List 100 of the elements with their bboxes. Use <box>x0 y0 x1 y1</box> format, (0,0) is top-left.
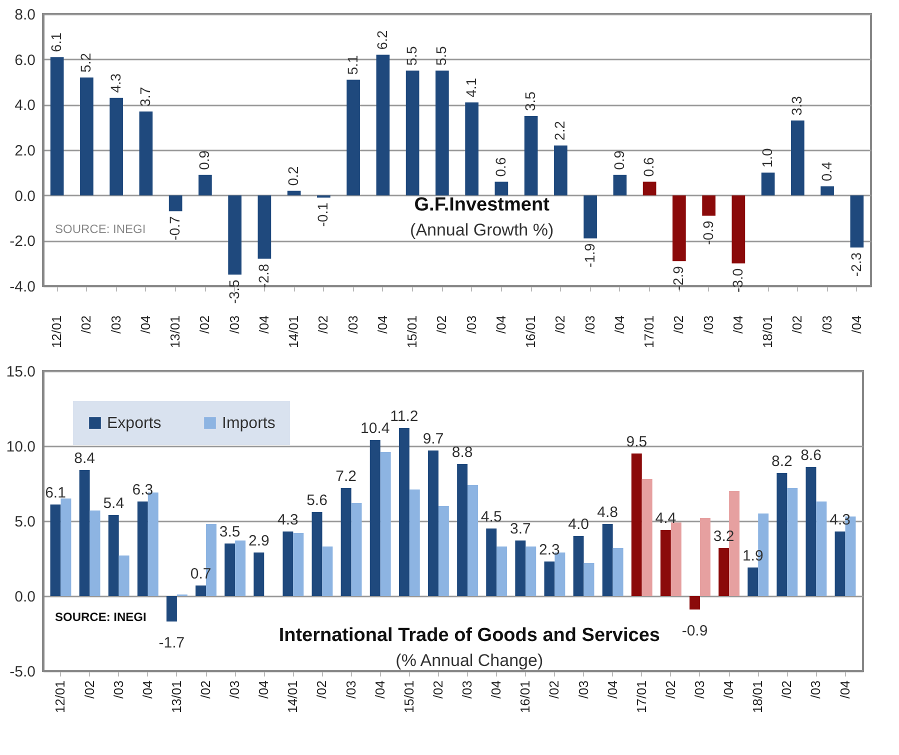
data-label: 11.2 <box>390 408 418 425</box>
bar <box>486 528 497 596</box>
data-label: 8.6 <box>800 447 822 464</box>
data-label: -2.9 <box>670 266 686 290</box>
x-tick-label: /04 <box>138 316 153 334</box>
x-tick-label: /04 <box>256 316 272 334</box>
bar <box>224 544 236 596</box>
data-label: -3.5 <box>226 279 242 304</box>
x-tick-label: 12/01 <box>49 316 64 348</box>
bar <box>850 195 864 248</box>
x-tick-label: /04 <box>256 680 272 699</box>
bar <box>457 464 468 596</box>
x-tick-label: /03 <box>343 680 358 699</box>
bar <box>791 120 804 196</box>
y-tick-label: 10.0 <box>6 438 36 456</box>
x-tick-label: /03 <box>576 680 591 699</box>
x-tick-label: 13/01 <box>168 680 184 714</box>
x-tick-label: 14/01 <box>286 316 302 348</box>
text: (% Annual Change) <box>396 651 544 670</box>
bar <box>806 467 816 596</box>
data-label: 5.5 <box>404 46 420 66</box>
data-label: 4.8 <box>597 504 618 521</box>
y-tick-label: -4.0 <box>10 278 36 296</box>
data-label: 3.2 <box>713 528 734 545</box>
x-tick-label: 17/01 <box>634 680 649 714</box>
bar <box>718 548 730 596</box>
data-label: 5.1 <box>344 55 360 75</box>
x-tick-label: /02 <box>78 316 94 334</box>
bar <box>494 182 508 196</box>
data-label: 0.4 <box>818 162 834 182</box>
bar <box>406 70 420 196</box>
data-label: -2.8 <box>255 264 272 288</box>
bar <box>282 532 294 596</box>
data-label: 0.6 <box>492 157 508 177</box>
x-tick-label: /02 <box>198 680 214 699</box>
bar <box>820 186 834 196</box>
data-label: 0.2 <box>285 166 302 186</box>
bar <box>398 428 410 596</box>
x-tick-label: /03 <box>345 316 360 334</box>
data-label: -1.9 <box>581 243 598 268</box>
data-label: 8.2 <box>772 453 792 470</box>
x-tick-label: /02 <box>671 316 686 334</box>
x-tick-label: /02 <box>790 316 805 334</box>
bar <box>90 510 100 596</box>
bar <box>660 530 671 596</box>
data-label: 4.3 <box>107 73 124 93</box>
x-tick-label: /02 <box>314 680 330 699</box>
data-label: 9.5 <box>626 434 648 450</box>
data-label: 9.7 <box>422 430 444 448</box>
bar <box>60 498 72 596</box>
x-tick-label: /02 <box>552 316 568 334</box>
text: G.F.Investment <box>414 194 550 216</box>
bar <box>118 556 130 596</box>
bar <box>139 111 153 196</box>
x-tick-label: /03 <box>108 316 124 334</box>
x-tick-label: /04 <box>604 680 620 699</box>
bar <box>515 540 526 596</box>
data-label: 6.1 <box>45 484 66 502</box>
data-label: 5.6 <box>306 492 328 509</box>
bar <box>631 454 642 596</box>
bar <box>554 145 568 196</box>
bar <box>351 503 362 596</box>
data-label: 8.8 <box>452 444 473 461</box>
y-tick-label: 0.0 <box>14 588 36 606</box>
x-tick-label: /04 <box>488 680 504 699</box>
x-tick-label: /03 <box>582 316 598 334</box>
data-label: 4.3 <box>278 512 298 528</box>
x-tick-label: /02 <box>546 680 562 699</box>
data-label: 3.7 <box>510 520 531 538</box>
data-label: 7.2 <box>336 468 356 485</box>
bar <box>468 485 478 596</box>
bar <box>108 515 119 596</box>
x-tick-label: 17/01 <box>642 316 657 348</box>
data-label: 5.4 <box>103 495 124 512</box>
bar <box>732 195 746 264</box>
bar <box>166 596 177 622</box>
data-label: 2.2 <box>552 120 568 140</box>
data-label: -3.0 <box>729 268 746 292</box>
bar <box>584 563 594 596</box>
data-label: 5.2 <box>78 52 94 72</box>
legend-label: Exports <box>107 415 162 432</box>
x-tick-label: /02 <box>82 680 97 699</box>
y-tick-label: 15.0 <box>6 364 36 380</box>
data-label: 3.3 <box>788 96 805 116</box>
x-tick-label: /03 <box>227 680 242 699</box>
x-tick-label: 16/01 <box>523 316 538 348</box>
data-label: 2.3 <box>539 542 560 558</box>
y-tick-label: 5.0 <box>14 514 36 530</box>
y-tick-label: 6.0 <box>14 52 36 69</box>
data-label: 6.1 <box>48 32 64 52</box>
x-tick-label: /03 <box>110 680 126 699</box>
x-tick-label: /02 <box>430 680 446 699</box>
bar <box>748 568 758 596</box>
bar <box>496 546 508 596</box>
bar <box>235 540 246 596</box>
text: International Trade of Goods and Services <box>278 625 660 646</box>
y-tick-label: -2.0 <box>10 233 36 250</box>
x-tick-label: /04 <box>140 680 155 699</box>
bar <box>137 502 148 596</box>
bar <box>465 102 478 196</box>
